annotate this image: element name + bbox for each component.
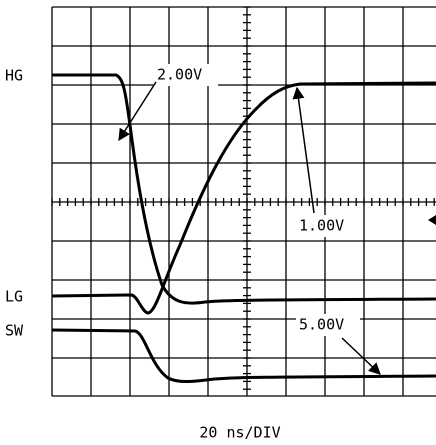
annotation-arrow: [118, 81, 157, 142]
lg-trace: [51, 81, 436, 315]
annotation-arrow: [341, 337, 381, 375]
scale-annotation: 2.00V: [157, 66, 202, 84]
scale-annotation: 1.00V: [299, 217, 344, 235]
scale-annotation: 5.00V: [299, 316, 344, 334]
trigger-marker: [428, 215, 436, 225]
label-bg: [296, 314, 360, 336]
graticule: [51, 6, 436, 397]
timebase-label: 20 ns/DIV: [199, 424, 280, 442]
annotation-arrow: [292, 86, 315, 214]
hg-trace: [52, 73, 436, 305]
label-bg: [296, 215, 360, 237]
channel-label: SW: [5, 322, 24, 340]
channel-label: LG: [5, 288, 23, 306]
sw-trace: [51, 328, 436, 383]
label-bg: [154, 64, 218, 86]
channel-label: HG: [5, 67, 23, 85]
